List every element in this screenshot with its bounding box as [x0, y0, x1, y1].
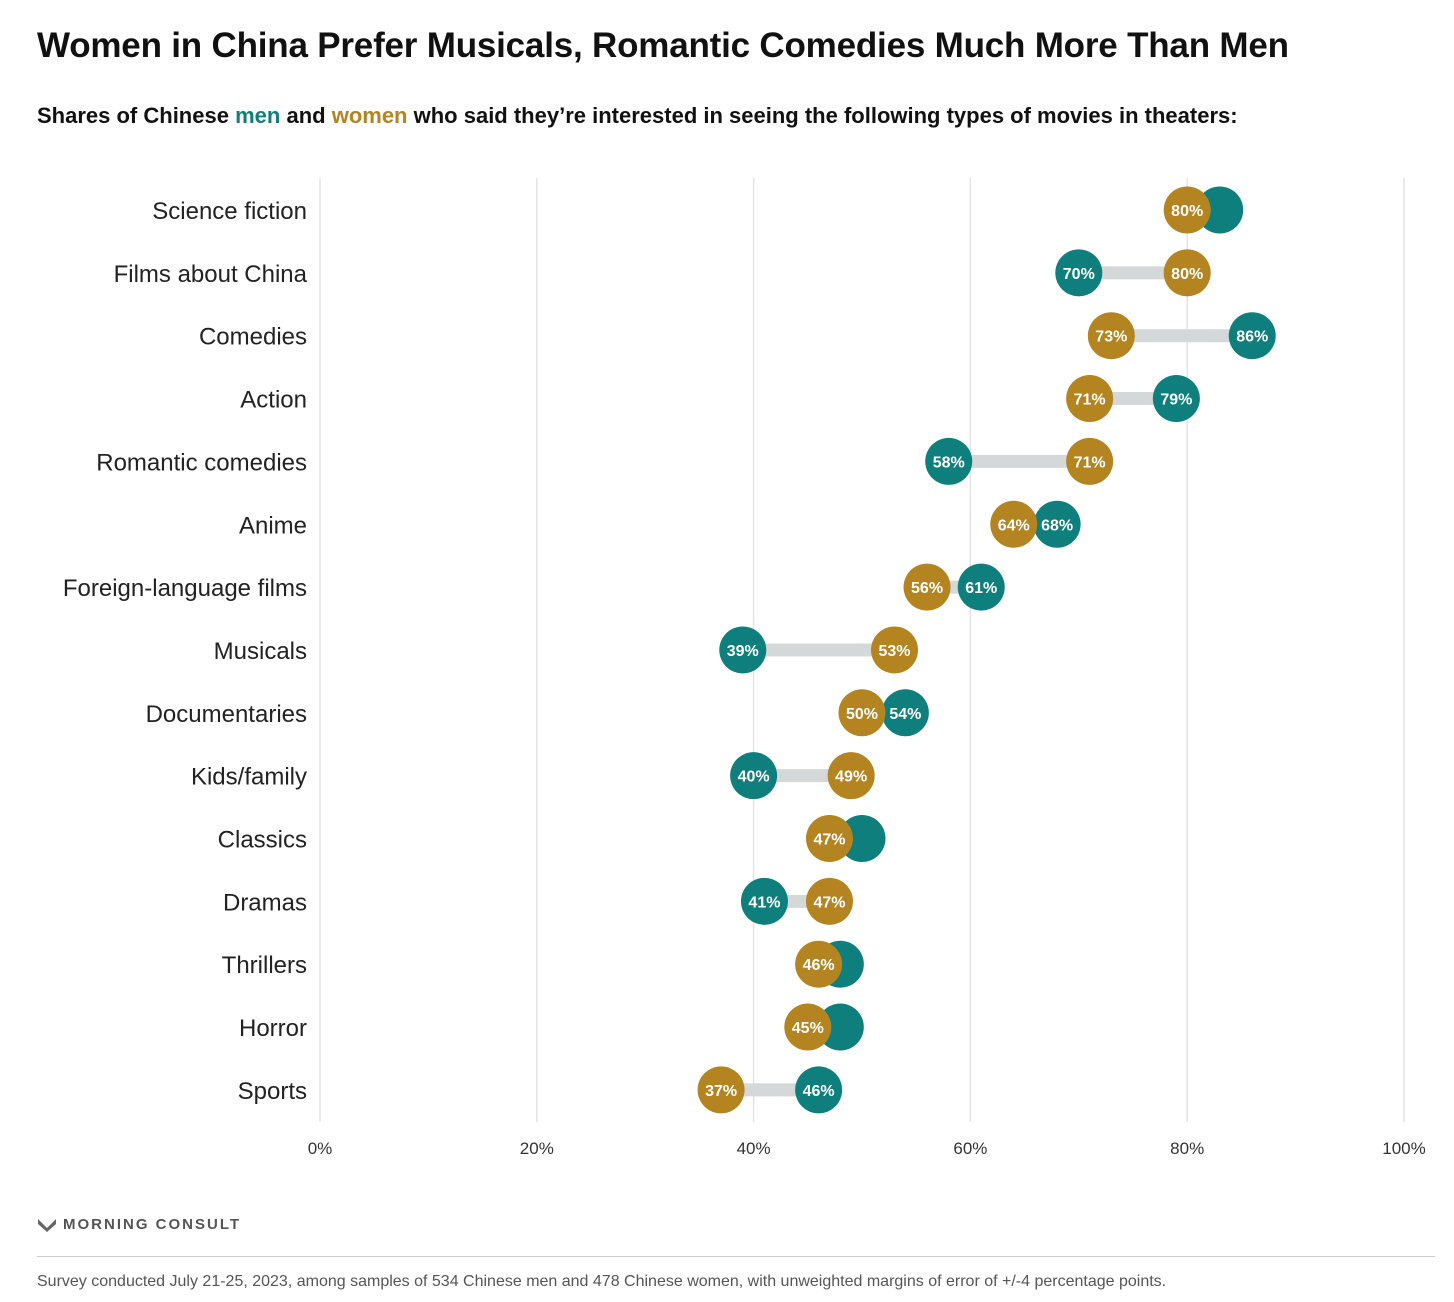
women-dot: [990, 500, 1038, 548]
men-dot: [816, 1003, 864, 1051]
men-dot: [1055, 249, 1103, 297]
women-dot: [1087, 312, 1135, 360]
women-value-label: 53%: [879, 643, 911, 660]
women-dot: [784, 1003, 832, 1051]
women-dot: [1163, 249, 1211, 297]
men-dot: [881, 689, 929, 737]
men-value-label: 58%: [933, 454, 965, 471]
women-value-label: 80%: [1171, 266, 1203, 283]
men-value-label: 86%: [1236, 329, 1268, 346]
women-value-label: 46%: [803, 957, 835, 974]
women-value-label: 47%: [813, 894, 845, 911]
brand-name: MORNING CONSULT: [63, 1216, 242, 1233]
women-value-label: 50%: [846, 706, 878, 723]
men-value-label: 70%: [1063, 266, 1095, 283]
women-dot: [903, 563, 951, 611]
women-value-label: 37%: [705, 1083, 737, 1100]
category-label: Action: [240, 387, 307, 414]
category-label: Documentaries: [146, 701, 307, 728]
women-dot: [827, 752, 875, 800]
men-dot: [1196, 186, 1244, 234]
category-label: Horror: [239, 1015, 307, 1042]
category-label: Musicals: [214, 638, 307, 665]
footnote: Survey conducted July 21-25, 2023, among…: [37, 1273, 1167, 1290]
men-dot: [1228, 312, 1276, 360]
women-value-label: 71%: [1074, 454, 1106, 471]
category-label: Foreign-language films: [63, 575, 307, 602]
footer-divider: [37, 1256, 1435, 1257]
men-dot: [925, 437, 973, 485]
men-dot: [795, 1066, 843, 1114]
brand: MORNING CONSULT: [37, 1216, 241, 1233]
morning-consult-logo-icon: [38, 1218, 56, 1232]
women-value-label: 73%: [1095, 329, 1127, 346]
x-tick-label: 100%: [1382, 1139, 1425, 1158]
legend-men: men: [235, 103, 281, 128]
x-tick-label: 80%: [1170, 1139, 1204, 1158]
women-dot: [1066, 437, 1114, 485]
category-label: Sports: [238, 1078, 307, 1105]
men-dot: [957, 563, 1005, 611]
women-dot: [805, 815, 853, 862]
women-value-label: 47%: [813, 832, 845, 849]
men-dot: [719, 626, 767, 674]
men-dot: [1033, 500, 1081, 548]
women-value-label: 64%: [998, 517, 1030, 534]
category-label: Science fiction: [152, 198, 307, 225]
women-dot: [838, 689, 886, 737]
x-tick-label: 0%: [308, 1139, 333, 1158]
x-tick-label: 40%: [737, 1139, 771, 1158]
category-label: Anime: [239, 512, 307, 539]
category-label: Classics: [218, 827, 307, 854]
women-value-label: 80%: [1171, 203, 1203, 220]
women-value-label: 71%: [1074, 392, 1106, 409]
women-value-label: 49%: [835, 769, 867, 786]
category-label: Films about China: [114, 261, 308, 288]
category-label: Kids/family: [191, 764, 307, 791]
men-value-label: 68%: [1041, 517, 1073, 534]
women-value-label: 56%: [911, 580, 943, 597]
men-value-label: 41%: [748, 894, 780, 911]
men-dot: [838, 815, 886, 862]
men-dot: [1152, 375, 1200, 423]
subtitle-prefix: Shares of Chinese: [37, 103, 229, 128]
dumbbell-chart: 0% 20% 40% 60% 80% 100% Science fiction 80% Film…: [63, 178, 1426, 1158]
men-value-label: 39%: [727, 643, 759, 660]
subtitle-suffix: who said they’re interested in seeing th…: [413, 103, 1238, 128]
women-dot: [871, 626, 919, 674]
men-value-label: 61%: [965, 580, 997, 597]
men-value-label: 46%: [803, 1083, 835, 1100]
women-dot: [805, 877, 853, 925]
x-tick-label: 60%: [953, 1139, 987, 1158]
men-dot: [730, 752, 778, 800]
category-label: Dramas: [223, 889, 307, 916]
legend-women: women: [331, 103, 408, 128]
category-label: Comedies: [199, 324, 307, 351]
men-dot: [740, 877, 788, 925]
subtitle-and: and: [286, 103, 326, 128]
women-value-label: 45%: [792, 1020, 824, 1037]
category-label: Romantic comedies: [96, 449, 307, 476]
men-value-label: 79%: [1160, 392, 1192, 409]
women-dot: [1066, 375, 1114, 423]
chart-subtitle: Shares of Chinese men and women who said…: [37, 103, 1238, 129]
women-dot: [697, 1066, 745, 1114]
men-value-label: 40%: [738, 769, 770, 786]
women-dot: [795, 940, 843, 988]
women-dot: [1163, 186, 1211, 234]
men-value-label: 54%: [889, 706, 921, 723]
category-label: Thrillers: [222, 952, 307, 979]
chart-title: Women in China Prefer Musicals, Romantic…: [37, 26, 1289, 65]
x-tick-label: 20%: [520, 1139, 554, 1158]
